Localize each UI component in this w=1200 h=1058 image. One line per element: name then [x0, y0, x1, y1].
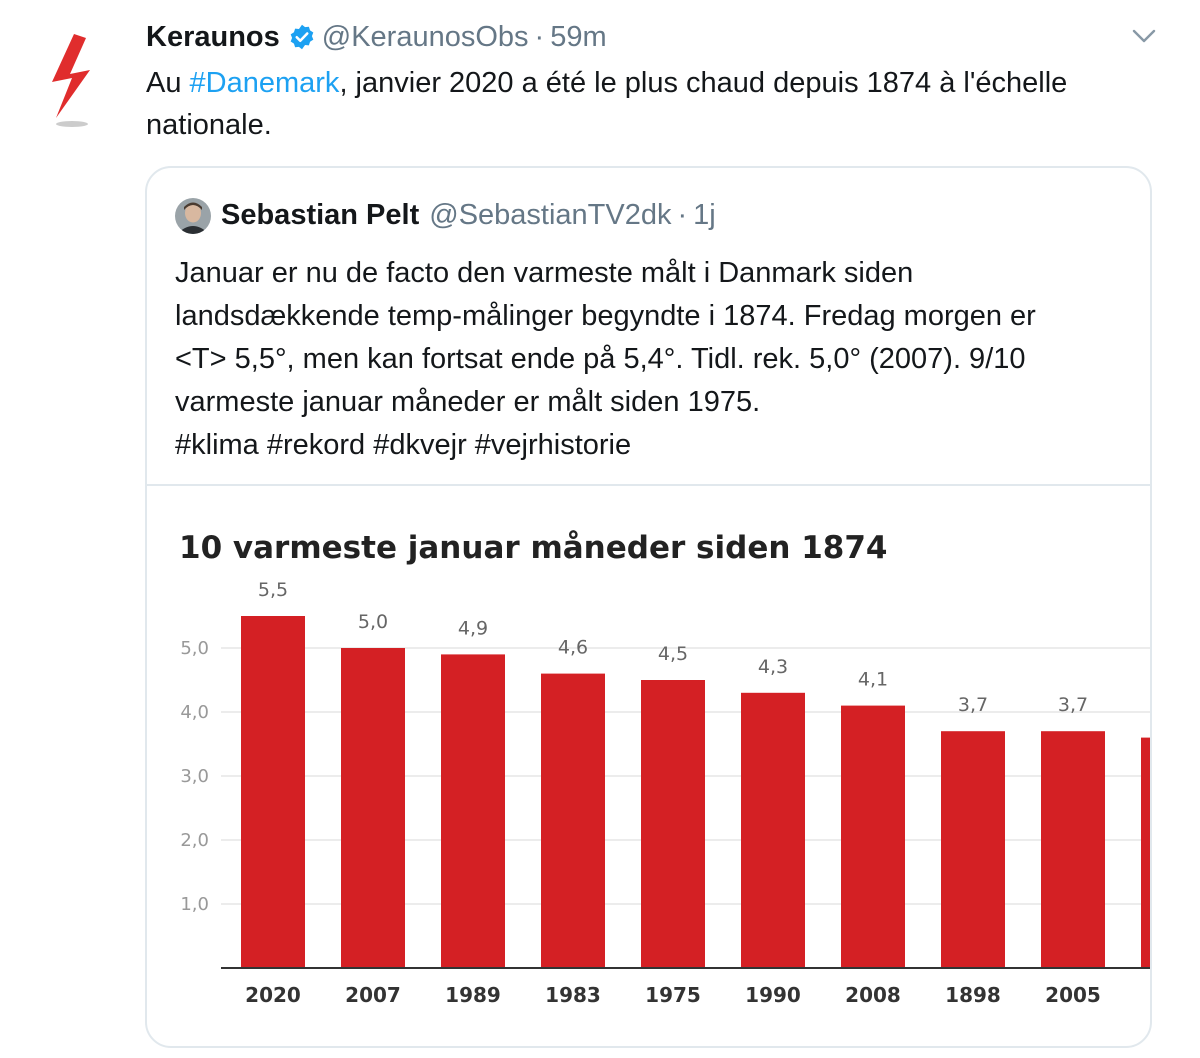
bar: [1141, 737, 1150, 968]
separator: ·: [677, 198, 688, 231]
quoted-avatar: [175, 198, 211, 234]
bar: [1041, 731, 1105, 968]
x-tick-label: 1989: [445, 983, 501, 1007]
data-label: 4,6: [558, 637, 588, 659]
tweet-header: Keraunos @KeraunosObs · 59m: [146, 16, 607, 58]
lightning-bolt-icon[interactable]: [34, 26, 110, 136]
tweet-text-before: Au: [146, 67, 190, 99]
data-label: 3,7: [958, 694, 988, 716]
separator: ·: [534, 20, 545, 53]
quoted-text-line: <T> 5,5°, men kan fortsat ende på 5,4°. …: [175, 343, 1026, 375]
x-tick-label: 1983: [545, 983, 601, 1007]
data-label: 5,5: [258, 579, 288, 601]
x-tick-label: 2005: [1045, 983, 1101, 1007]
hashtag-link[interactable]: #Danemark: [189, 67, 340, 99]
y-tick-label: 2,0: [180, 830, 209, 851]
data-label: 3,7: [1058, 694, 1088, 716]
y-tick-label: 5,0: [180, 638, 209, 659]
bar: [841, 705, 905, 968]
quoted-text-line: Januar er nu de facto den varmeste målt …: [175, 257, 914, 289]
quoted-text-line: landsdækkende temp-målinger begyndte i 1…: [175, 300, 1036, 332]
x-tick-label: 2020: [245, 983, 301, 1007]
chevron-down-icon[interactable]: [1130, 26, 1158, 46]
bar-chart: 10 varmeste januar måneder siden 1874 1,0…: [179, 530, 1150, 1007]
quoted-tweet-time: 1j: [693, 198, 716, 231]
x-tick-label: 1975: [645, 983, 701, 1007]
author-handle[interactable]: @KeraunosObs: [321, 20, 529, 53]
quoted-author-handle: @SebastianTV2dk: [429, 198, 672, 231]
tweet-time[interactable]: 59m: [550, 20, 607, 53]
verified-badge-icon: [290, 24, 314, 50]
bar: [541, 673, 605, 968]
x-tick-label: 1990: [745, 983, 801, 1007]
quoted-text-line: varmeste januar måneder er målt siden 19…: [175, 386, 761, 418]
data-label: 4,3: [758, 656, 788, 678]
x-tick-label: 1898: [945, 983, 1001, 1007]
data-label: 5,0: [358, 611, 388, 633]
quoted-author-name: Sebastian Pelt: [221, 198, 420, 231]
chart-image[interactable]: 10 varmeste januar måneder siden 1874 1,0…: [147, 484, 1150, 1046]
quoted-tweet[interactable]: Sebastian Pelt @SebastianTV2dk · 1j Janu…: [145, 166, 1152, 1048]
author-name[interactable]: Keraunos: [146, 20, 280, 53]
tweet-text-after: , janvier 2020 a été le plus chaud depui…: [146, 67, 1068, 141]
bar: [741, 692, 805, 968]
x-tick-label: 2008: [845, 983, 901, 1007]
bar: [641, 680, 705, 968]
data-label: 4,9: [458, 617, 488, 639]
bar: [941, 731, 1005, 968]
y-tick-label: 4,0: [180, 702, 209, 723]
x-tick-label: 2007: [345, 983, 401, 1007]
data-label: 4,5: [658, 643, 688, 665]
chart-title: 10 varmeste januar måneder siden 1874: [179, 530, 888, 566]
data-label: 4,1: [858, 669, 888, 691]
quoted-tweet-text: Januar er nu de facto den varmeste målt …: [175, 252, 1135, 467]
quoted-tweet-header: Sebastian Pelt @SebastianTV2dk · 1j: [221, 194, 716, 236]
bar: [341, 648, 405, 968]
tweet-text: Au #Danemark, janvier 2020 a été le plus…: [146, 62, 1166, 146]
bar: [441, 654, 505, 968]
bar: [241, 616, 305, 968]
quoted-hashtags: #klima #rekord #dkvejr #vejrhistorie: [175, 429, 632, 461]
y-tick-label: 1,0: [180, 894, 209, 915]
y-tick-label: 3,0: [180, 766, 209, 787]
